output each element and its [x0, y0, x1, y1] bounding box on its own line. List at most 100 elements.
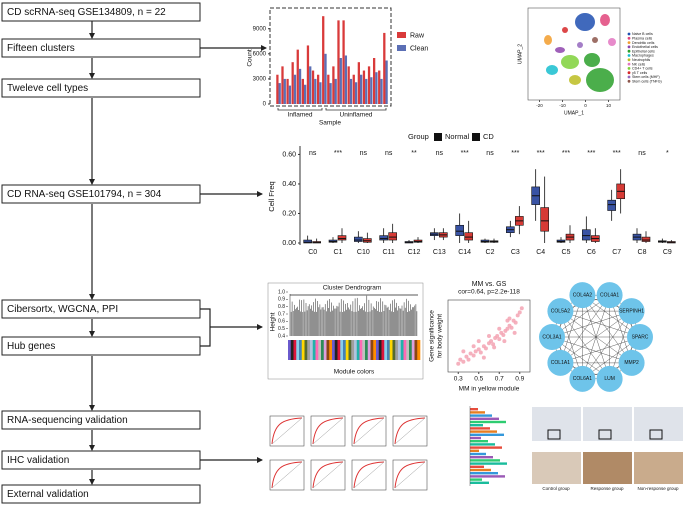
enrichment-bar — [470, 411, 485, 414]
group-bracket — [277, 108, 387, 111]
bar — [365, 78, 368, 104]
module-color — [343, 340, 347, 360]
cluster-blob — [546, 65, 558, 75]
box — [388, 232, 397, 241]
module-color — [290, 340, 294, 360]
ihc-detail — [583, 452, 632, 484]
roc-curve — [312, 417, 344, 445]
point — [468, 351, 473, 356]
bar — [296, 49, 299, 104]
module-color — [384, 340, 388, 360]
network-node — [569, 282, 596, 309]
significance-label: *** — [562, 150, 570, 157]
network-node — [627, 324, 653, 350]
point — [492, 345, 497, 350]
cluster-blob — [561, 55, 579, 69]
legend-label: Plasma cells — [632, 36, 652, 40]
module-color — [411, 340, 415, 360]
cluster-blob — [575, 13, 595, 31]
bar — [360, 74, 363, 104]
legend-label: Naive B cells — [632, 32, 653, 36]
x-tick-label: C1 — [334, 249, 343, 256]
flow-step-box — [1, 78, 201, 98]
module-color — [389, 340, 393, 360]
point — [473, 349, 478, 354]
module-color — [362, 340, 366, 360]
module-color — [337, 340, 341, 360]
enrichment-bar — [470, 478, 482, 481]
cluster-blob — [544, 35, 552, 45]
module-color — [332, 340, 336, 360]
x-axis-label: Sample — [319, 120, 341, 127]
network-node — [547, 298, 574, 325]
legend-label: Normal — [445, 132, 470, 141]
enrichment-bar — [470, 481, 489, 484]
point — [458, 357, 463, 362]
roc-diagonal — [353, 417, 385, 445]
cluster-blob — [562, 27, 568, 33]
legend-swatch — [627, 54, 631, 57]
bar — [324, 53, 327, 104]
flow-step-label: Fifteen clusters — [7, 43, 75, 54]
ihc-zoom-box — [598, 429, 612, 440]
point — [461, 359, 466, 364]
enrichment-bar — [470, 427, 490, 430]
point — [487, 334, 491, 338]
module-color — [395, 340, 399, 360]
bar — [293, 74, 297, 104]
enrichment-bar — [470, 475, 505, 478]
roc-diagonal — [271, 417, 303, 445]
box — [455, 224, 464, 236]
bar — [316, 74, 320, 104]
bar — [342, 20, 345, 105]
bar — [372, 58, 376, 104]
y-axis-label: UMAP_2 — [517, 44, 523, 64]
significance-label: ns — [436, 150, 444, 157]
legend-swatch — [627, 67, 631, 70]
y-tick-label: 0.00 — [282, 240, 296, 247]
legend-label: CD — [483, 132, 494, 141]
flow-step-label: External validation — [7, 489, 89, 500]
bar — [301, 78, 304, 104]
significance-label: ns — [638, 150, 646, 157]
module-color — [398, 340, 402, 360]
bar — [385, 60, 388, 104]
enrichment-bar — [470, 446, 502, 449]
x-tick-label: C3 — [511, 249, 520, 256]
roc-diagonal — [271, 461, 303, 489]
y-tick-label: 0.40 — [282, 181, 296, 188]
point — [505, 326, 510, 331]
y-axis-label: Cell Freq — [267, 181, 276, 211]
legend-label: Dendritic cells — [632, 41, 655, 45]
x-tick-label: 0 — [584, 103, 587, 108]
network-node — [618, 349, 645, 376]
bar — [362, 70, 366, 104]
cluster-blob — [608, 38, 616, 46]
module-color — [307, 340, 311, 360]
node-label: COL6A1 — [573, 376, 592, 382]
point — [513, 320, 518, 325]
significance-label: *** — [334, 150, 342, 157]
y-tick-label: 0 — [263, 102, 267, 108]
x-tick-label: C10 — [357, 249, 370, 256]
point — [509, 325, 514, 330]
panel-frame — [269, 7, 392, 107]
legend-swatch — [627, 71, 631, 75]
point — [502, 339, 507, 344]
significance-label: *** — [511, 150, 519, 157]
x-tick-label: C12 — [408, 249, 421, 256]
significance-label: ** — [411, 150, 417, 157]
plot-frame — [447, 299, 531, 373]
module-color — [326, 340, 330, 360]
ihc-zoom-box — [547, 429, 561, 440]
bar — [375, 72, 378, 104]
bar — [319, 82, 322, 104]
module-color — [392, 340, 396, 360]
network-node — [596, 282, 623, 309]
node-label: COL3A1 — [542, 334, 561, 340]
enrichment-bar — [470, 417, 499, 420]
module-color — [370, 340, 374, 360]
module-color — [417, 340, 421, 360]
roc-diagonal — [312, 417, 344, 445]
legend-label: Stem cells (TNFG) — [632, 79, 662, 83]
